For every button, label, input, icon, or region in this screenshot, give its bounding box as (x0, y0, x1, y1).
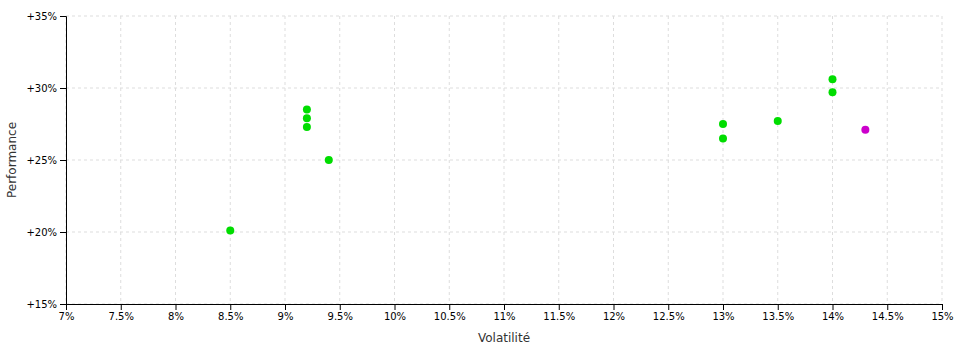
y-grid-line (66, 88, 942, 89)
x-grid-line (777, 16, 778, 304)
x-tick-mark (176, 304, 177, 310)
x-tick-label: 15% (931, 311, 953, 322)
x-tick-label: 12% (603, 311, 625, 322)
chart: 7% 7.5% 8% 8.5% 9% 9.5% 10% 10.5% 11% 11.5% 12% 12.… (0, 0, 966, 350)
x-tick: 12.5% (653, 304, 685, 322)
y-tick-mark (60, 232, 66, 233)
x-axis-title: Volatilité (478, 331, 530, 345)
y-grid-line (66, 16, 942, 17)
x-grid-line (449, 16, 450, 304)
x-tick-label: 8.5% (218, 311, 243, 322)
x-tick: 10% (384, 304, 406, 322)
x-tick-label: 7% (59, 311, 75, 322)
x-tick: 9.5% (328, 304, 353, 322)
points (226, 75, 869, 234)
y-tick: +25% (26, 155, 66, 166)
point (303, 106, 311, 114)
point (303, 114, 311, 122)
x-tick-mark (942, 304, 943, 310)
x-tick: 14% (822, 304, 844, 322)
x-tick-mark (559, 304, 560, 310)
x-tick-mark (121, 304, 122, 310)
y-tick-mark (60, 88, 66, 89)
x-tick: 14.5% (872, 304, 904, 322)
x-tick-mark (230, 304, 231, 310)
y-tick-label: +15% (26, 299, 57, 310)
y-axis-line (60, 17, 67, 305)
x-axis: 7% 7.5% 8% 8.5% 9% 9.5% 10% 10.5% 11% 11.5% 12% 12.… (59, 304, 954, 322)
y-tick: +20% (26, 227, 66, 238)
x-tick: 7% (59, 304, 75, 322)
x-tick: 7.5% (109, 304, 134, 322)
y-tick-mark (60, 16, 66, 17)
x-tick-mark (668, 304, 669, 310)
x-tick-mark (449, 304, 450, 310)
x-tick-label: 8% (168, 311, 184, 322)
x-tick: 11.5% (543, 304, 575, 322)
x-tick-label: 7.5% (109, 311, 134, 322)
x-tick-label: 9% (278, 311, 294, 322)
x-tick: 12% (603, 304, 625, 322)
x-tick-label: 14% (822, 311, 844, 322)
x-grid-line (832, 16, 833, 304)
point (829, 88, 837, 96)
x-tick-mark (887, 304, 888, 310)
y-tick-mark (60, 304, 66, 305)
x-tick: 15% (931, 304, 953, 322)
x-tick-label: 10.5% (434, 311, 466, 322)
point (303, 123, 311, 131)
point (226, 227, 234, 235)
x-tick: 11% (493, 304, 515, 322)
y-tick: +30% (26, 83, 66, 94)
y-tick-mark (60, 160, 66, 161)
point (861, 126, 869, 134)
y-axis-title: Performance (5, 122, 19, 198)
y-axis: +15% +20% +25% +30% +35% (26, 11, 66, 310)
point (829, 75, 837, 83)
x-tick-mark (833, 304, 834, 310)
plot-area: 7% 7.5% 8% 8.5% 9% 9.5% 10% 10.5% 11% 11.5% 12% 12.… (26, 11, 953, 322)
x-tick-label: 10% (384, 311, 406, 322)
x-tick: 8% (168, 304, 184, 322)
x-tick: 13% (712, 304, 734, 322)
x-tick-label: 14.5% (872, 311, 904, 322)
series (861, 126, 869, 134)
x-tick-label: 12.5% (653, 311, 685, 322)
x-axis-line (67, 305, 943, 311)
x-tick: 10.5% (434, 304, 466, 322)
grid (66, 16, 942, 304)
y-grid-line (66, 232, 942, 233)
x-tick-mark (340, 304, 341, 310)
y-tick: +35% (26, 11, 66, 22)
x-tick-mark (723, 304, 724, 310)
x-tick: 8.5% (218, 304, 243, 322)
point (325, 156, 333, 164)
x-tick-label: 13% (712, 311, 734, 322)
y-tick: +15% (26, 299, 66, 310)
x-grid-line (339, 16, 340, 304)
x-tick-mark (614, 304, 615, 310)
x-tick-label: 13.5% (762, 311, 794, 322)
x-tick: 9% (278, 304, 294, 322)
point (774, 117, 782, 125)
x-tick-label: 11.5% (543, 311, 575, 322)
y-tick-label: +35% (26, 11, 57, 22)
x-grid-line (887, 16, 888, 304)
x-tick-label: 11% (493, 311, 515, 322)
x-grid-line (394, 16, 395, 304)
y-tick-label: +20% (26, 227, 57, 238)
point (719, 120, 727, 128)
x-tick-mark (504, 304, 505, 310)
point (719, 134, 727, 142)
x-tick-mark (285, 304, 286, 310)
y-tick-label: +30% (26, 83, 57, 94)
x-tick: 13.5% (762, 304, 794, 322)
x-tick-label: 9.5% (328, 311, 353, 322)
x-tick-mark (778, 304, 779, 310)
y-tick-label: +25% (26, 155, 57, 166)
y-grid-line (66, 160, 942, 161)
series (226, 75, 836, 234)
x-tick-mark (395, 304, 396, 310)
